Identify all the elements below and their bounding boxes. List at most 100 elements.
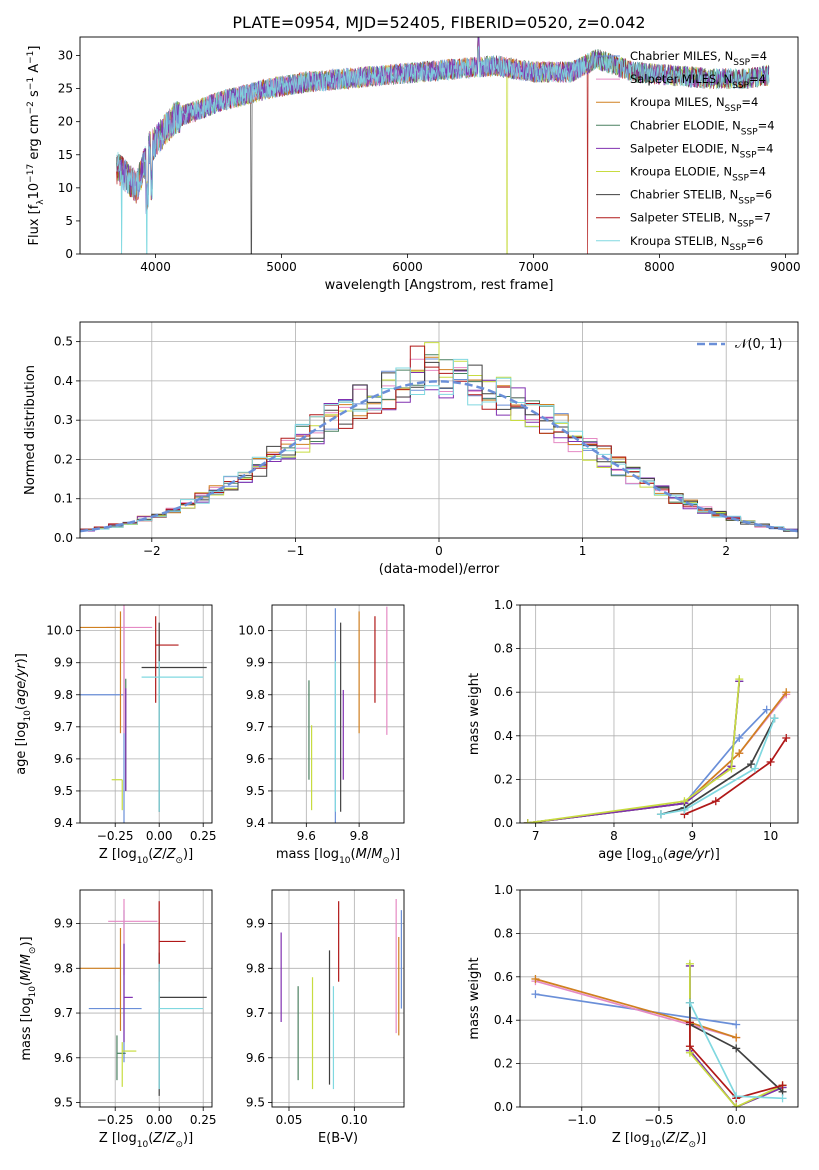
- x-axis-label: mass [log10(M/M⊙)]: [276, 847, 400, 866]
- series-line: [660, 718, 776, 816]
- axes-frame: [271, 604, 405, 824]
- legend-label: 𝒩(0, 1): [735, 337, 782, 352]
- x-tick-label: 9.8: [350, 829, 369, 843]
- y-tick-label: 0.4: [54, 374, 73, 388]
- series-line: [527, 681, 741, 823]
- y-tick-label: 9.8: [246, 688, 265, 702]
- x-tick-label: 1: [579, 544, 587, 558]
- x-tick-label: −0.5: [644, 1113, 673, 1127]
- x-tick-label: 0.00: [146, 1113, 173, 1127]
- series-line: [527, 681, 741, 823]
- plot-area: [280, 898, 402, 1090]
- x-tick-label: −2: [143, 544, 161, 558]
- y-tick-label: 9.7: [54, 720, 73, 734]
- x-axis-label: wavelength [Angstrom, rest frame]: [325, 278, 554, 293]
- series-line: [527, 679, 741, 823]
- y-tick-label: 0.0: [494, 1100, 513, 1114]
- series-line: [660, 718, 776, 816]
- x-axis-label: Z [log10(Z/Z⊙)]: [99, 847, 193, 866]
- y-tick-label: 0.6: [494, 685, 513, 699]
- legend-label: Kroupa MILES, NSSP=4: [630, 95, 758, 114]
- y-tick-label: 9.5: [246, 784, 265, 798]
- y-tick-label: 9.8: [54, 688, 73, 702]
- y-tick-label: 9.6: [54, 1051, 73, 1065]
- y-axis-label: mass weight: [467, 673, 482, 755]
- normal-curve: [80, 380, 798, 533]
- x-axis-label: age [log10(age/yr)]: [598, 847, 720, 866]
- y-axis-label: age [log10(age/yr)]: [14, 653, 33, 775]
- y-tick-label: 0.1: [54, 492, 73, 506]
- y-tick-label: 9.4: [246, 816, 265, 830]
- plot-area: [523, 675, 791, 823]
- x-tick-label: −0.25: [97, 829, 134, 843]
- mass-vs-metallicity-panel: −0.25 0.00 0.25 9.5 9.6 9.7 9.8 9.9 Z [log10(Z/Z…: [19, 889, 217, 1150]
- y-tick-label: 0.6: [494, 970, 513, 984]
- legend-label: Kroupa STELIB, NSSP=6: [630, 234, 763, 253]
- y-tick-label: 9.6: [246, 752, 265, 766]
- series-line: [684, 737, 788, 816]
- y-tick-label: 0.0: [54, 531, 73, 545]
- x-tick-label: 6000: [392, 260, 423, 274]
- residual-histogram-panel: −2 −1 0 1 2 0.0 0.1 0.2 0.3 0.4 0.5 (data-model)/er…: [23, 321, 799, 577]
- age-vs-metallicity-panel: −0.25 0.00 0.25 9.4 9.5 9.6 9.7 9.8 9.9 10.0 Z [lo…: [14, 604, 217, 866]
- x-tick-label: −1: [287, 544, 305, 558]
- y-tick-label: 9.8: [54, 961, 73, 975]
- axes-frame: [519, 889, 799, 1108]
- y-tick-label: 0.0: [494, 816, 513, 830]
- axes-frame: [271, 889, 405, 1108]
- y-tick-label: 25: [58, 82, 73, 96]
- y-tick-label: 9.6: [54, 752, 73, 766]
- y-tick-label: 9.7: [54, 1006, 73, 1020]
- legend-label: Salpeter MILES, NSSP=4: [630, 72, 766, 91]
- y-tick-label: 9.8: [246, 961, 265, 975]
- y-tick-label: 9.9: [54, 917, 73, 931]
- y-tick-label: 5: [65, 214, 73, 228]
- x-tick-label: 8000: [644, 260, 675, 274]
- plot-area: [116, 37, 770, 254]
- y-tick-label: 0.2: [494, 772, 513, 786]
- age-vs-mass-panel: 9.6 9.8 9.4 9.5 9.6 9.7 9.8 9.9 10.0 mass [log10(…: [238, 604, 405, 866]
- legend-label: Chabrier ELODIE, NSSP=4: [630, 118, 775, 137]
- y-axis-label: mass weight: [467, 957, 482, 1039]
- x-tick-label: 10: [763, 829, 778, 843]
- x-tick-label: 9.6: [297, 829, 316, 843]
- plot-area: [80, 605, 207, 823]
- histogram-step: [80, 358, 798, 531]
- y-tick-label: 0.8: [494, 926, 513, 940]
- axes-frame: [79, 604, 213, 824]
- y-tick-label: 0.4: [494, 729, 513, 743]
- series-line: [527, 691, 787, 823]
- plot-area: [308, 606, 388, 823]
- x-axis-label: Z [log10(Z/Z⊙)]: [612, 1131, 706, 1150]
- series-line: [527, 693, 787, 823]
- y-tick-label: 9.9: [54, 656, 73, 670]
- y-tick-label: 0.3: [54, 413, 73, 427]
- x-tick-label: −0.25: [97, 1113, 134, 1127]
- mass-weight-vs-metallicity-panel: −1.0 −0.5 0.0 0.0 0.2 0.4 0.6 0.8 1.0 Z [log10(Z/…: [467, 883, 799, 1150]
- axes-frame: [79, 321, 799, 539]
- y-tick-label: 10.0: [238, 624, 265, 638]
- x-tick-label: 0.25: [190, 829, 217, 843]
- y-axis-label: Normed distribution: [23, 365, 38, 495]
- y-tick-label: 9.7: [246, 1006, 265, 1020]
- series-line: [689, 1022, 783, 1100]
- spectrum-line: [116, 45, 770, 254]
- legend-label: Salpeter ELODIE, NSSP=4: [630, 141, 773, 160]
- y-tick-label: 9.9: [246, 917, 265, 931]
- x-tick-label: 9: [688, 829, 696, 843]
- plot-area: [531, 959, 787, 1107]
- x-tick-label: 0.05: [276, 1113, 303, 1127]
- x-tick-label: 0.0: [727, 1113, 746, 1127]
- histogram-step: [80, 361, 798, 532]
- mass-vs-reddening-panel: 0.05 0.10 9.5 9.6 9.7 9.8 9.9 E(B-V): [246, 889, 405, 1146]
- legend-label: Chabrier STELIB, NSSP=6: [630, 188, 772, 207]
- x-tick-label: 0: [435, 544, 443, 558]
- mass-weight-vs-age-panel: 7 8 9 10 0.0 0.2 0.4 0.6 0.8 1.0 age [log10(age/yr…: [467, 598, 799, 866]
- y-tick-label: 9.4: [54, 816, 73, 830]
- x-tick-label: 8: [610, 829, 618, 843]
- plot-area: [80, 898, 207, 1096]
- x-axis-label: E(B-V): [318, 1131, 358, 1146]
- series-line: [535, 980, 737, 1039]
- y-tick-label: 30: [58, 49, 73, 63]
